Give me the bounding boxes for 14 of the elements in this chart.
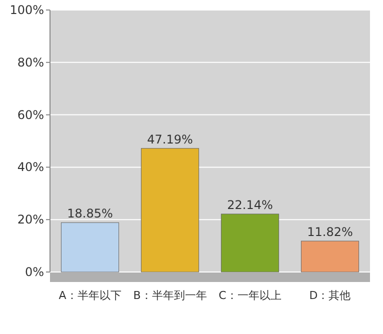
y-tick-label: 0% bbox=[24, 265, 44, 279]
x-tick-label: B：半年到一年 bbox=[133, 289, 207, 302]
data-label: 22.14% bbox=[227, 198, 273, 212]
data-label: 18.85% bbox=[67, 206, 113, 221]
data-label: 11.82% bbox=[307, 225, 353, 240]
x-tick-label: A：半年以下 bbox=[58, 289, 122, 302]
y-tick-label: 40% bbox=[17, 160, 44, 174]
y-tick-label: 20% bbox=[17, 212, 44, 227]
x-tick-label: C：一年以上 bbox=[218, 289, 282, 302]
data-label: 47.19% bbox=[147, 132, 193, 146]
y-tick-label: 60% bbox=[17, 108, 44, 122]
x-tick-label: D：其他 bbox=[309, 289, 351, 302]
y-tick-label: 100% bbox=[10, 3, 44, 17]
y-tick-label: 80% bbox=[17, 55, 44, 70]
